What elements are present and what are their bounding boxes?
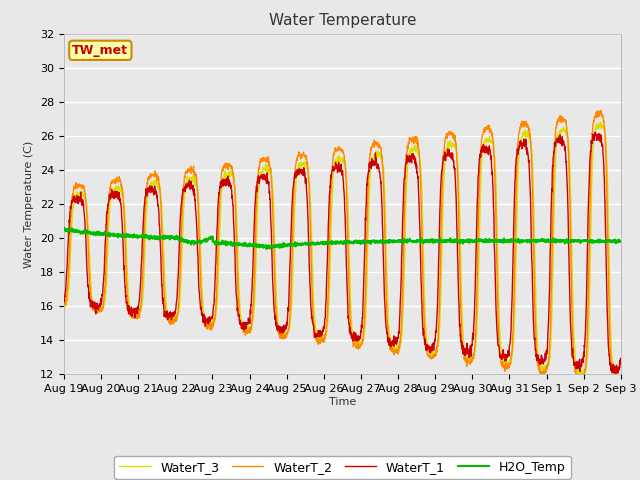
H2O_Temp: [316, 240, 324, 246]
Line: WaterT_2: WaterT_2: [64, 110, 621, 385]
H2O_Temp: [601, 239, 609, 244]
WaterT_2: [316, 339, 324, 345]
WaterT_2: [60, 299, 68, 305]
Title: Water Temperature: Water Temperature: [269, 13, 416, 28]
WaterT_1: [612, 371, 620, 377]
H2O_Temp: [331, 240, 339, 246]
WaterT_3: [60, 300, 68, 306]
WaterT_2: [617, 379, 625, 385]
WaterT_2: [88, 306, 96, 312]
WaterT_2: [597, 108, 605, 113]
WaterT_1: [60, 300, 68, 305]
WaterT_2: [499, 359, 506, 364]
H2O_Temp: [617, 238, 625, 244]
WaterT_3: [617, 373, 625, 379]
WaterT_3: [331, 162, 339, 168]
WaterT_2: [331, 149, 339, 155]
WaterT_3: [601, 129, 609, 134]
WaterT_1: [617, 360, 625, 365]
WaterT_3: [612, 378, 620, 384]
WaterT_2: [613, 382, 621, 388]
WaterT_3: [601, 131, 609, 137]
Text: TW_met: TW_met: [72, 44, 129, 57]
WaterT_3: [597, 120, 605, 125]
H2O_Temp: [88, 230, 96, 236]
WaterT_3: [88, 300, 96, 306]
H2O_Temp: [262, 246, 270, 252]
H2O_Temp: [60, 225, 68, 231]
WaterT_3: [499, 357, 506, 362]
Line: WaterT_3: WaterT_3: [64, 122, 621, 381]
Legend: WaterT_3, WaterT_2, WaterT_1, H2O_Temp: WaterT_3, WaterT_2, WaterT_1, H2O_Temp: [115, 456, 570, 479]
WaterT_2: [601, 131, 609, 136]
X-axis label: Time: Time: [329, 397, 356, 407]
WaterT_1: [499, 351, 506, 357]
Line: H2O_Temp: H2O_Temp: [64, 228, 621, 249]
WaterT_1: [591, 129, 599, 135]
WaterT_1: [601, 191, 609, 197]
WaterT_1: [331, 166, 339, 171]
WaterT_2: [601, 125, 609, 131]
WaterT_1: [88, 301, 96, 307]
WaterT_3: [316, 338, 324, 344]
Y-axis label: Water Temperature (C): Water Temperature (C): [24, 140, 35, 268]
WaterT_1: [316, 327, 324, 333]
WaterT_1: [601, 199, 609, 204]
Line: WaterT_1: WaterT_1: [64, 132, 621, 374]
H2O_Temp: [499, 237, 506, 243]
H2O_Temp: [601, 238, 609, 244]
